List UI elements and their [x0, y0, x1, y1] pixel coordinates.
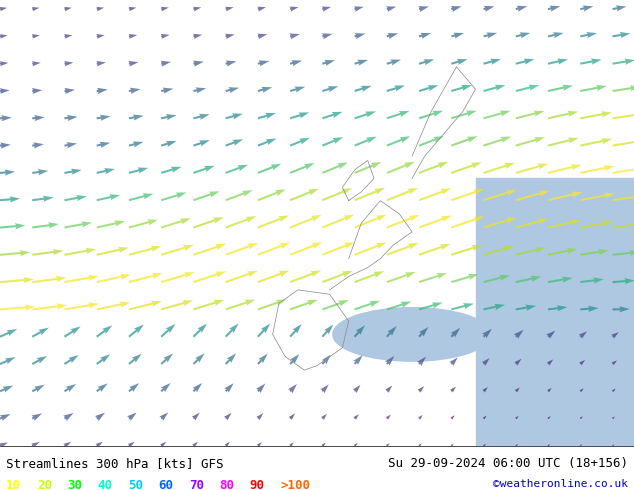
Ellipse shape: [333, 308, 491, 361]
Text: 30: 30: [67, 479, 82, 490]
Text: ©weatheronline.co.uk: ©weatheronline.co.uk: [493, 479, 628, 489]
Text: 20: 20: [37, 479, 52, 490]
Text: 10: 10: [6, 479, 22, 490]
Text: 50: 50: [128, 479, 143, 490]
Bar: [476, 178, 634, 446]
Text: Su 29-09-2024 06:00 UTC (18+156): Su 29-09-2024 06:00 UTC (18+156): [387, 457, 628, 470]
Text: >100: >100: [280, 479, 310, 490]
Text: 80: 80: [219, 479, 235, 490]
Text: 60: 60: [158, 479, 174, 490]
Text: 70: 70: [189, 479, 204, 490]
Text: 40: 40: [98, 479, 113, 490]
Text: 90: 90: [250, 479, 265, 490]
Text: Streamlines 300 hPa [kts] GFS: Streamlines 300 hPa [kts] GFS: [6, 457, 224, 470]
